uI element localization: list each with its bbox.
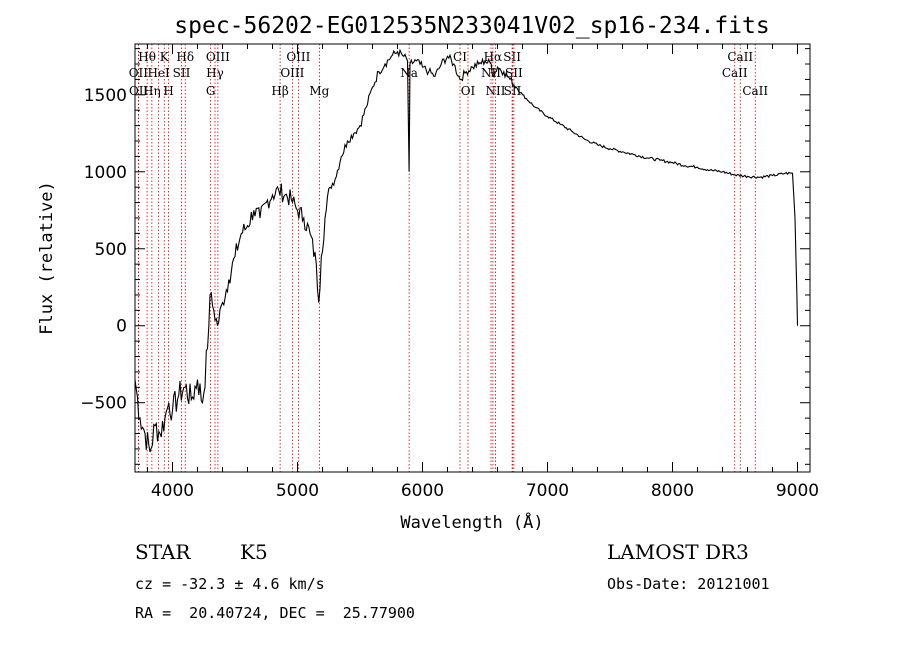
marker-label: OIII: [286, 50, 310, 64]
y-tick-label: 1000: [84, 163, 127, 183]
object-class: STAR: [135, 540, 191, 564]
marker-label: CaII: [742, 84, 768, 98]
x-tick-label: 8000: [651, 481, 694, 501]
marker-label: SII: [503, 50, 521, 64]
y-tick-label: 1500: [84, 86, 127, 106]
marker-label: OIII: [206, 50, 230, 64]
redshift-text: cz = -32.3 ± 4.6 km/s: [135, 575, 325, 593]
marker-label: OI: [461, 84, 476, 98]
marker-label: Hβ: [271, 84, 288, 98]
marker-label: Hγ: [206, 66, 224, 80]
marker-label: Hα: [484, 50, 503, 64]
y-tick-label: 500: [95, 240, 127, 260]
marker-label: HeI: [147, 66, 170, 80]
survey-name: LAMOST DR3: [607, 540, 749, 564]
marker-label: Hη: [143, 84, 161, 98]
marker-label: SII: [173, 66, 191, 80]
x-tick-label: 7000: [526, 481, 569, 501]
marker-label: G: [206, 84, 216, 98]
x-tick-label: 6000: [401, 481, 444, 501]
flux-series-line: [134, 48, 799, 453]
marker-label: NII: [481, 66, 501, 80]
marker-label: Na: [400, 66, 418, 80]
marker-label: CI: [453, 50, 467, 64]
marker-label: NII: [486, 84, 506, 98]
marker-label: K: [160, 50, 170, 64]
y-tick-label: −500: [80, 394, 127, 414]
y-tick-label: 0: [116, 317, 127, 337]
object-subclass: K5: [240, 540, 268, 564]
marker-label: CaII: [727, 50, 753, 64]
marker-label: Hθ: [138, 50, 156, 64]
marker-label: OIII: [280, 66, 304, 80]
axes: 4000 5000 6000 7000 8000 9000 −500 0 500 1000 1500: [80, 44, 819, 501]
coordinates: RA = 20.40724, DEC = 25.77900: [135, 604, 415, 622]
y-axis-label: Flux (relative): [37, 181, 57, 335]
marker-label: SII: [505, 66, 523, 80]
marker-label: H: [163, 84, 173, 98]
x-tick-label: 5000: [276, 481, 319, 501]
marker-label: Hδ: [176, 50, 194, 64]
marker-label: Mg: [309, 84, 329, 98]
obs-date: Obs-Date: 20121001: [607, 575, 770, 593]
chart-title: spec-56202-EG012535N233041V02_sp16-234.f…: [174, 13, 769, 39]
x-tick-label: 9000: [776, 481, 819, 501]
x-tick-label: 4000: [151, 481, 194, 501]
x-axis-label: Wavelength (Å): [400, 511, 543, 533]
marker-label: CaII: [722, 66, 748, 80]
plot-frame: [134, 43, 811, 473]
